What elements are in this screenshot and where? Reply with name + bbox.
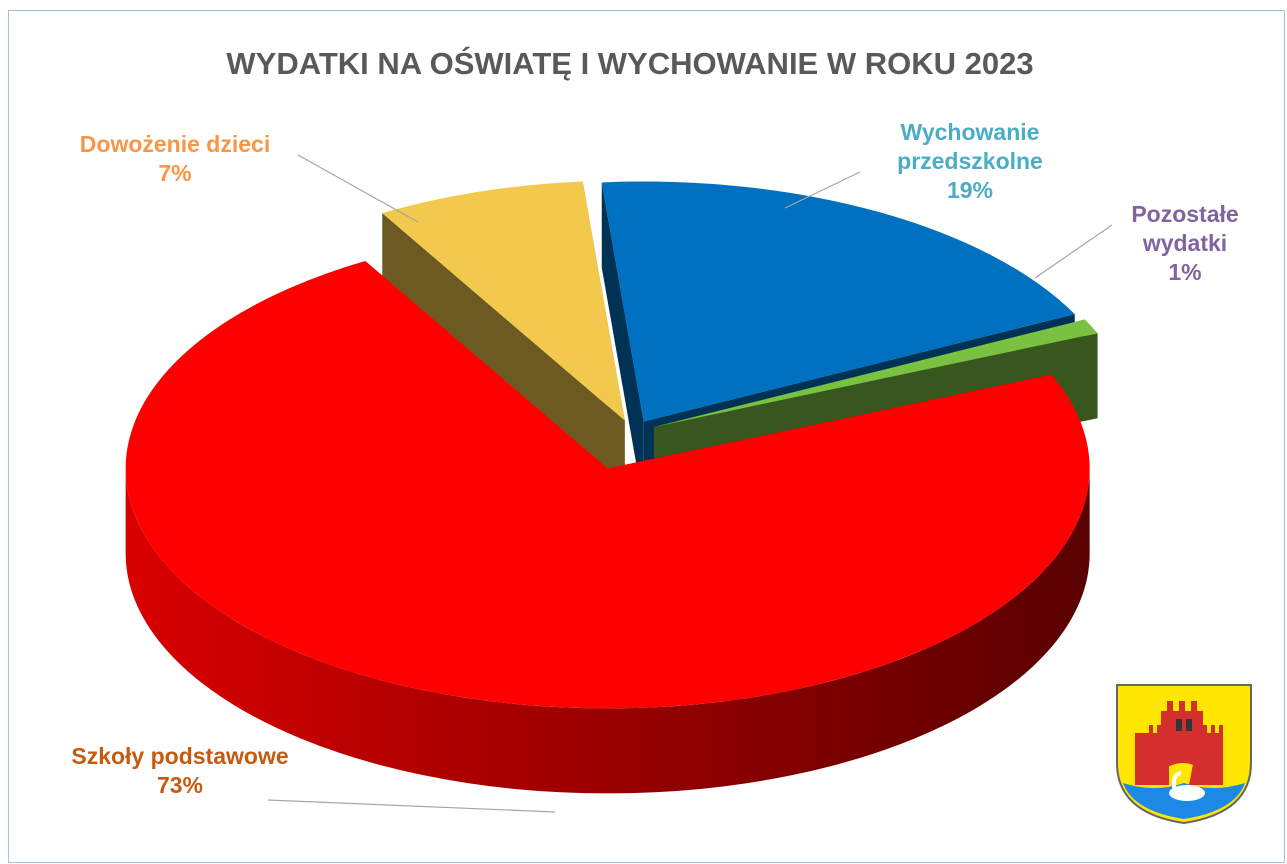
leader-lines <box>267 154 1113 813</box>
pie <box>125 181 1098 794</box>
leader-line <box>297 154 419 223</box>
category-label: Pozostałe wydatki <box>1131 201 1239 256</box>
slice <box>601 181 1075 422</box>
frame <box>8 10 1285 863</box>
data-label: Pozostałe wydatki 1% <box>1100 200 1270 287</box>
leader-line <box>267 799 556 813</box>
data-label: Szkoły podstawowe 73% <box>70 742 290 800</box>
slice-side <box>601 182 644 507</box>
data-label: Dowożenie dzieci 7% <box>40 130 310 188</box>
slice-wall <box>125 468 1090 794</box>
data-label: Wychowanie przedszkolne 19% <box>870 118 1070 205</box>
category-label: Wychowanie przedszkolne <box>897 119 1043 174</box>
value-label: 73% <box>156 772 204 798</box>
category-label: Dowożenie dzieci <box>79 131 271 157</box>
slice <box>382 181 625 421</box>
slice <box>653 319 1098 427</box>
slice <box>125 261 1090 709</box>
value-label: 1% <box>1168 259 1202 285</box>
chart-title: WYDATKI NA OŚWIATĘ I WYCHOWANIE W ROKU 2… <box>226 45 1033 81</box>
value-label: 7% <box>158 160 192 186</box>
coat-of-arms <box>1116 684 1252 825</box>
category-label: Szkoły podstawowe <box>71 743 289 769</box>
value-label: 19% <box>946 177 994 203</box>
leader-line <box>784 171 861 209</box>
leader-line <box>1034 224 1113 279</box>
